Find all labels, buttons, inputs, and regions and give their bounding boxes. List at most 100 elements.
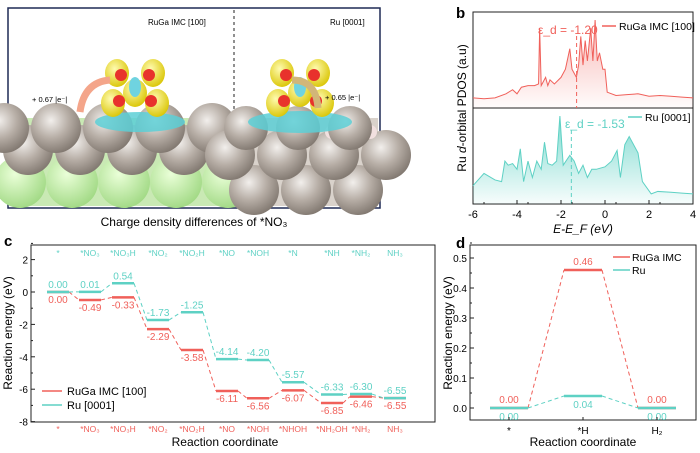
connector-line bbox=[100, 282, 113, 293]
step-label-ru: *NO bbox=[219, 248, 235, 258]
x-tick-label: * bbox=[507, 426, 511, 437]
energy-value-label: -4.20 bbox=[247, 348, 270, 359]
connector-line bbox=[168, 328, 182, 351]
energy-value-label: -6.55 bbox=[384, 401, 407, 412]
legend-label: Ru bbox=[632, 265, 646, 277]
y-tick-label: 0.5 bbox=[453, 254, 467, 265]
charge-arrow-icon bbox=[291, 76, 322, 109]
panel-a: a RuGa IMC [100] Ru [0001] + 0.67 |e⁻| +… bbox=[0, 5, 411, 229]
energy-value-label: -4.14 bbox=[216, 347, 239, 358]
step-label-ruga: *NO₃H bbox=[110, 424, 136, 434]
x-tick-label: 2 bbox=[646, 209, 652, 221]
connector-line bbox=[237, 358, 248, 361]
step-label-ru: *NOH bbox=[247, 248, 269, 258]
oxygen-atom bbox=[308, 69, 320, 81]
energy-value-label: 0.00 bbox=[499, 395, 519, 406]
legend-label: RuGa IMC bbox=[632, 252, 682, 264]
step-label-ru: *NO₂ bbox=[148, 248, 167, 258]
connector-line bbox=[202, 349, 217, 392]
energy-value-label: 0.00 bbox=[48, 295, 68, 306]
y-axis-label: Reaction energy (eV) bbox=[1, 276, 15, 389]
energy-value-label: 0.04 bbox=[573, 400, 593, 411]
energy-value-label: -6.85 bbox=[321, 406, 344, 417]
d-band-center-label: ε_d = -1.53 bbox=[565, 117, 625, 131]
energy-value-label: -0.49 bbox=[79, 303, 102, 314]
connector-line bbox=[268, 359, 283, 383]
energy-value-label: -2.29 bbox=[147, 332, 170, 343]
y-axis-label: Reaction energy (eV) bbox=[441, 276, 455, 389]
ru-atom bbox=[31, 103, 81, 153]
ru-charge-transfer: + 0.65 |e⁻| bbox=[325, 93, 360, 102]
energy-value-label: -6.56 bbox=[247, 401, 270, 412]
connector-line bbox=[133, 297, 148, 330]
energy-value-label: 0.00 bbox=[647, 395, 667, 406]
step-label-ru: *NO₃H bbox=[110, 248, 136, 258]
connector-line bbox=[100, 296, 113, 301]
energy-value-label: -6.11 bbox=[216, 394, 238, 405]
ruga-charge-transfer: + 0.67 |e⁻| bbox=[32, 95, 67, 104]
step-label-ruga: *NO bbox=[219, 424, 235, 434]
oxygen-atom bbox=[113, 95, 125, 107]
step-label-ru: *NH bbox=[324, 248, 340, 258]
x-axis-label: E-E_F (eV) bbox=[553, 222, 613, 236]
y-tick-label: 0.4 bbox=[453, 284, 467, 295]
step-label-ruga: *NO₂H bbox=[179, 424, 205, 434]
energy-value-label: -6.46 bbox=[350, 400, 373, 411]
connector-line bbox=[68, 291, 80, 301]
step-label-ru: NH₃ bbox=[387, 248, 403, 258]
step-label-ruga: *NH₂ bbox=[352, 424, 371, 434]
energy-value-label: -6.30 bbox=[350, 382, 373, 393]
y-tick-label: -2 bbox=[19, 320, 28, 331]
step-label-ru: *NO₂H bbox=[179, 248, 205, 258]
connector-line bbox=[237, 390, 248, 399]
connector-line bbox=[371, 393, 385, 399]
energy-value-label: -6.33 bbox=[321, 383, 344, 394]
oxygen-atom bbox=[143, 69, 155, 81]
energy-value-label: -6.07 bbox=[282, 393, 305, 404]
oxygen-atom bbox=[278, 95, 290, 107]
connector-line bbox=[303, 381, 322, 395]
y-tick-label: -8 bbox=[19, 418, 28, 429]
connector-line bbox=[268, 389, 283, 399]
charge-depletion-cloud bbox=[248, 111, 352, 133]
y-tick-label: -6 bbox=[19, 385, 28, 396]
ru-atom bbox=[333, 165, 383, 215]
energy-value-label: -6.55 bbox=[384, 386, 407, 397]
step-label-ruga: *NH₂OH bbox=[316, 424, 348, 434]
connector-line bbox=[303, 389, 322, 404]
legend-label: Ru [0001] bbox=[67, 400, 115, 412]
oxygen-atom bbox=[115, 69, 127, 81]
energy-value-label: 0.01 bbox=[80, 280, 100, 291]
x-tick-label: -6 bbox=[468, 209, 478, 221]
y-tick-label: 0.0 bbox=[453, 404, 467, 415]
plot-frame-c bbox=[30, 244, 436, 423]
y-label-italic: d bbox=[455, 146, 469, 153]
energy-value-label: -1.25 bbox=[181, 300, 204, 311]
ru-atom bbox=[0, 103, 29, 153]
oxygen-atom bbox=[280, 69, 292, 81]
panel-label-d: d bbox=[456, 235, 465, 252]
energy-value-label: -0.33 bbox=[112, 300, 135, 311]
legend-label: Ru [0001] bbox=[645, 112, 691, 124]
charge-arrow-icon bbox=[76, 76, 111, 113]
y-tick-label: 2 bbox=[22, 256, 28, 267]
ru-slab-image bbox=[205, 59, 411, 215]
step-label-ruga: *NO₂ bbox=[148, 424, 167, 434]
connector-line bbox=[527, 269, 565, 409]
step-label-ru: *N bbox=[288, 248, 297, 258]
energy-value-label: -3.58 bbox=[181, 353, 204, 364]
x-tick-label: -2 bbox=[556, 209, 566, 221]
nitrogen-atom bbox=[129, 77, 141, 97]
energy-value-label: -1.73 bbox=[147, 308, 170, 319]
step-label-ruga: * bbox=[56, 424, 60, 434]
step-label-ru: *NO₃ bbox=[80, 248, 100, 258]
ru-title: Ru [0001] bbox=[330, 18, 365, 27]
x-tick-label: 0 bbox=[602, 209, 608, 221]
ru-atom bbox=[281, 165, 331, 215]
ru-atom bbox=[229, 165, 279, 215]
energy-value-label: 0.46 bbox=[573, 257, 593, 268]
connector-line bbox=[601, 395, 639, 409]
energy-value-label: -5.57 bbox=[282, 370, 305, 381]
step-label-ruga: NH₃ bbox=[387, 424, 403, 434]
